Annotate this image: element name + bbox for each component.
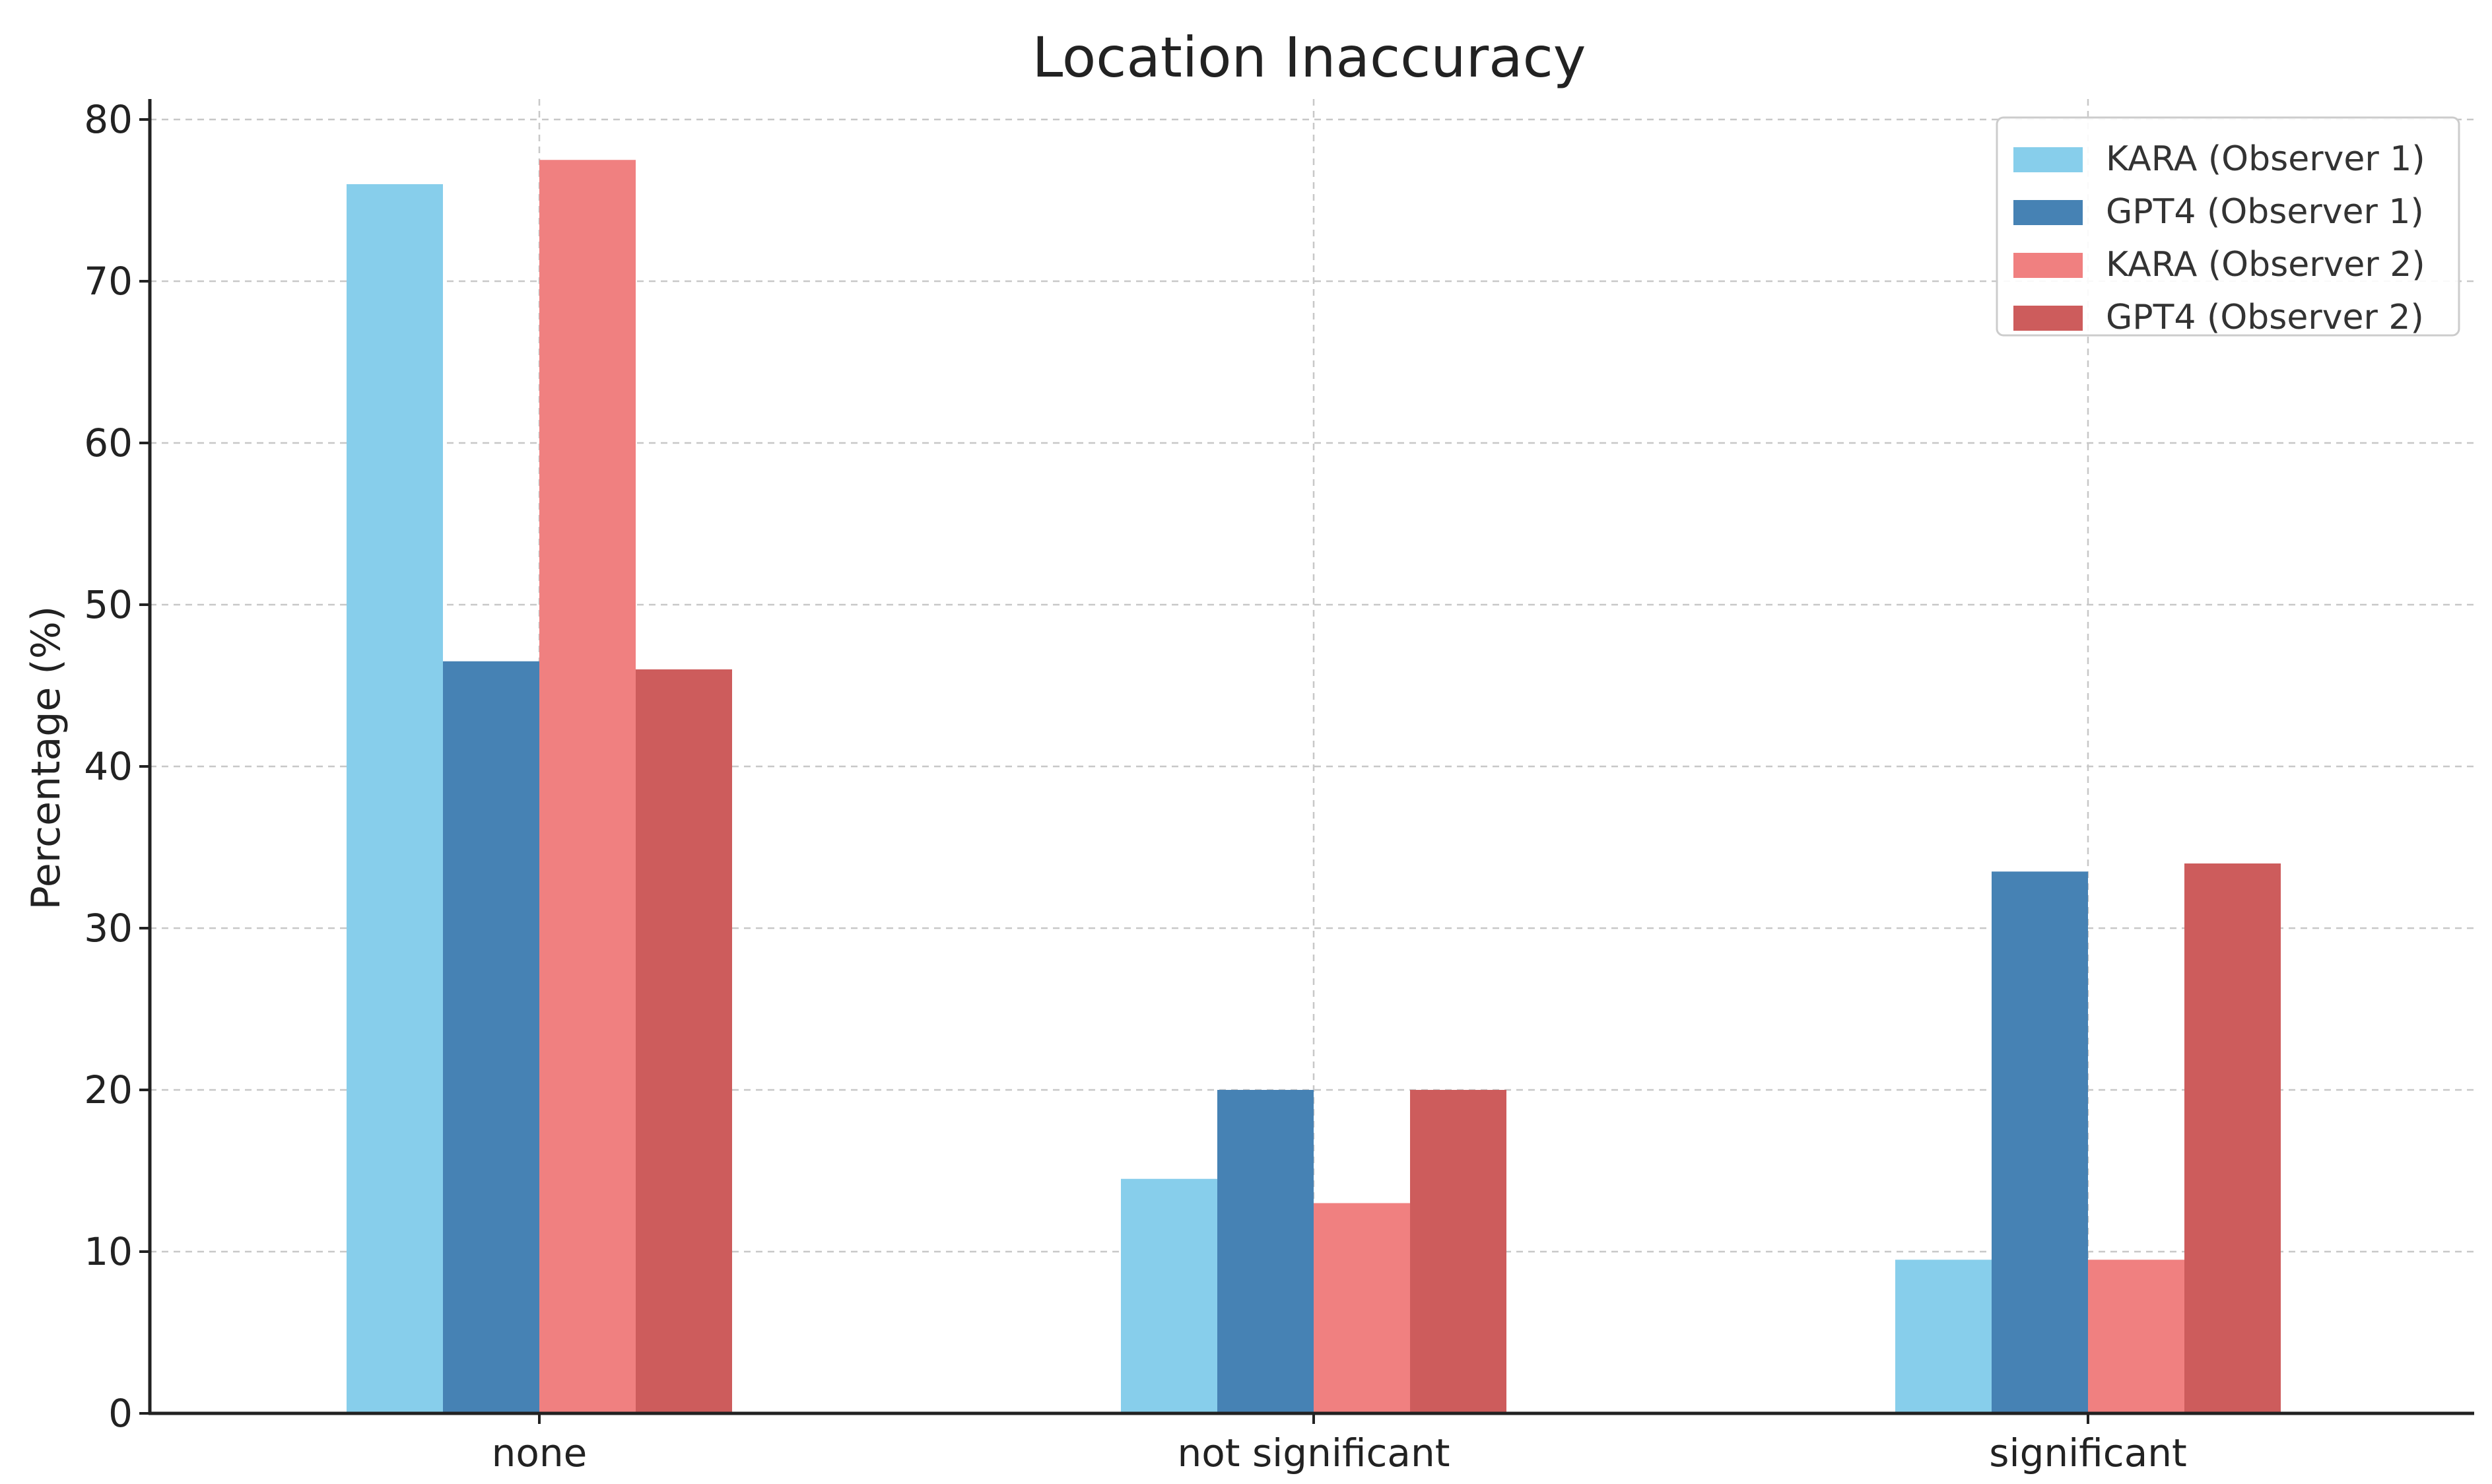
bar-significant-series-2: [1992, 871, 2088, 1413]
y-tick-label: 0: [108, 1391, 133, 1436]
y-tick-label: 80: [84, 97, 133, 142]
bar-none-series-2: [443, 661, 539, 1413]
legend-label: KARA (Observer 2): [2106, 245, 2425, 285]
bar-significant-series-4: [2184, 863, 2281, 1413]
legend-label: KARA (Observer 1): [2106, 139, 2425, 179]
y-tick-label: 20: [84, 1067, 133, 1112]
axes-layer: 0 10 20 30 40 50 60 70 80 none not significant sign…: [84, 97, 2474, 1475]
y-tick-label: 40: [84, 744, 133, 789]
y-tick-label: 70: [84, 259, 133, 304]
y-tick-label: 30: [84, 906, 133, 951]
bars-layer: [347, 160, 2281, 1413]
legend-box: [1996, 116, 2460, 337]
bar-not-significant-series-4: [1410, 1090, 1506, 1413]
bar-not-significant-series-1: [1121, 1178, 1217, 1413]
legend: KARA (Observer 1) GPT4 (Observer 1) KARA (…: [1996, 116, 2460, 337]
y-tick-label: 10: [84, 1229, 133, 1274]
legend-swatch: [2013, 200, 2083, 225]
legend-swatch: [2013, 147, 2083, 172]
y-tick-label: 60: [84, 421, 133, 465]
chart-title: Location Inaccuracy: [1032, 25, 1586, 90]
legend-label: GPT4 (Observer 2): [2106, 298, 2424, 337]
y-axis-title: Percentage (%): [23, 606, 69, 910]
bar-significant-series-3: [2088, 1260, 2184, 1413]
legend-label: GPT4 (Observer 1): [2106, 192, 2424, 232]
bar-not-significant-series-2: [1217, 1090, 1314, 1413]
bar-none-series-3: [539, 160, 636, 1413]
bar-none-series-1: [347, 184, 443, 1413]
legend-swatch: [2013, 253, 2083, 278]
bar-none-series-4: [636, 669, 732, 1413]
x-tick-label: significant: [1989, 1431, 2187, 1475]
bar-significant-series-1: [1895, 1260, 1992, 1413]
x-tick-label: not significant: [1178, 1431, 1450, 1475]
bar-not-significant-series-3: [1314, 1203, 1410, 1413]
y-tick-label: 50: [84, 582, 133, 627]
legend-swatch: [2013, 306, 2083, 331]
x-tick-label: none: [492, 1431, 588, 1475]
